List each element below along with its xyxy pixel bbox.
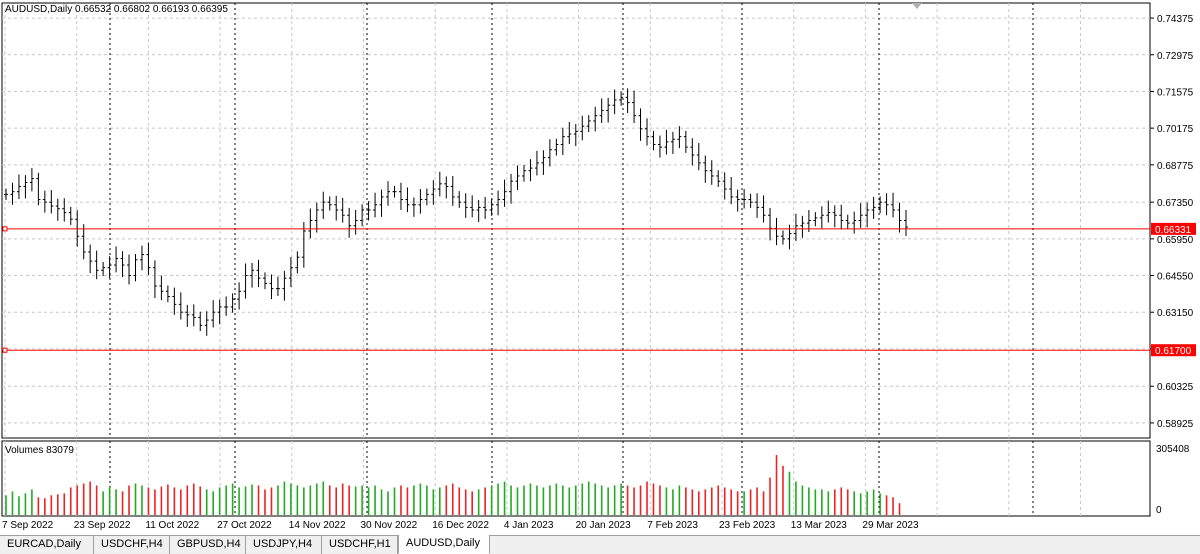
volume-max-label: 305408 [1156, 444, 1190, 455]
price-label: 0.63150 [1157, 308, 1194, 319]
chart-area[interactable]: 0.74375 0.72975 0.71575 0.70175 0.68775 0.673… [0, 0, 1200, 535]
price-label: 0.60325 [1157, 382, 1194, 393]
time-label: 7 Sep 2022 [2, 520, 54, 531]
price-label: 0.74375 [1157, 14, 1194, 25]
price-label: 0.64550 [1157, 272, 1194, 283]
volume-panel-frame [1, 440, 1151, 517]
time-label: 27 Oct 2022 [217, 520, 272, 531]
time-label: 7 Feb 2023 [647, 520, 698, 531]
time-label: 4 Jan 2023 [504, 520, 554, 531]
time-label: 23 Feb 2023 [719, 520, 776, 531]
chart-tab-bar: EURCAD,Daily USDCHF,H4 GBPUSD,H4 USDJPY,H4 U… [0, 535, 1200, 554]
volume-panel-label: Volumes 83079 [5, 445, 74, 456]
time-label: 20 Jan 2023 [576, 520, 631, 531]
time-label: 23 Sep 2022 [74, 520, 131, 531]
time-label: 30 Nov 2022 [361, 520, 418, 531]
tab-usdjpy-h4[interactable]: USDJPY,H4 [246, 536, 322, 554]
time-label: 13 Mar 2023 [791, 520, 848, 531]
price-label: 0.70175 [1157, 124, 1194, 135]
level-price-tag [1151, 344, 1196, 357]
chart-info-text: AUDUSD,Daily 0.66532 0.66802 0.66193 0.6… [5, 4, 228, 15]
tab-audusd-daily[interactable]: AUDUSD,Daily [398, 535, 490, 554]
level-price-label: 0.61700 [1155, 346, 1192, 357]
level-price-tag [1151, 222, 1196, 235]
tab-gbpusd-h4[interactable]: GBPUSD,H4 [170, 536, 246, 554]
tab-usdchf-h4[interactable]: USDCHF,H4 [94, 536, 170, 554]
chart-canvas[interactable]: 0.74375 0.72975 0.71575 0.70175 0.68775 0.673… [0, 0, 1200, 535]
price-label: 0.68775 [1157, 161, 1194, 172]
tab-usdchf-h1[interactable]: USDCHF,H1 [322, 536, 398, 554]
time-label: 11 Oct 2022 [145, 520, 199, 531]
shift-marker-icon [912, 3, 922, 9]
price-label: 0.58925 [1157, 419, 1194, 430]
volume-zero-label: 0 [1156, 505, 1162, 516]
time-label: 14 Nov 2022 [289, 520, 346, 531]
price-label: 0.71575 [1157, 87, 1194, 98]
time-label: 29 Mar 2023 [862, 520, 919, 531]
time-label: 16 Dec 2022 [432, 520, 489, 531]
level-handle [2, 226, 8, 232]
level-price-label: 0.66331 [1155, 225, 1192, 236]
price-label: 0.67350 [1157, 198, 1194, 209]
level-handle [2, 347, 8, 353]
price-label: 0.72975 [1157, 51, 1194, 62]
price-label: 0.65950 [1157, 235, 1194, 246]
main-chart-frame [1, 2, 1151, 439]
tab-eurcad-daily[interactable]: EURCAD,Daily [0, 536, 94, 554]
